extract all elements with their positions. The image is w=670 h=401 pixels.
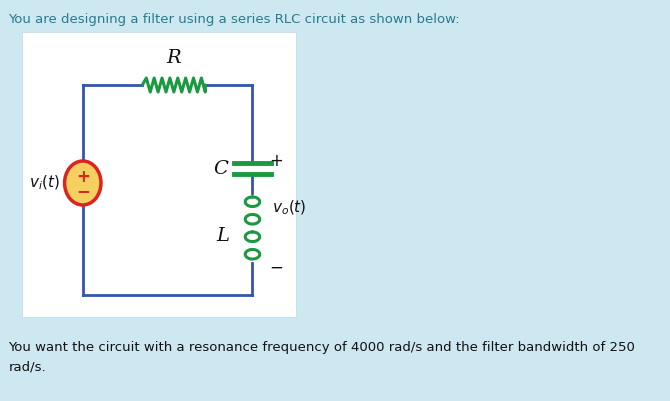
FancyBboxPatch shape bbox=[22, 32, 295, 317]
Text: −: − bbox=[269, 259, 283, 277]
Text: L: L bbox=[216, 227, 229, 245]
Text: $v_o(t)$: $v_o(t)$ bbox=[271, 199, 306, 217]
Text: You are designing a filter using a series RLC circuit as shown below:: You are designing a filter using a serie… bbox=[8, 13, 460, 26]
Circle shape bbox=[64, 161, 101, 205]
Text: −: − bbox=[76, 182, 90, 200]
Text: +: + bbox=[269, 152, 283, 170]
Text: C: C bbox=[213, 160, 228, 178]
Text: $v_i(t)$: $v_i(t)$ bbox=[29, 174, 60, 192]
Text: You want the circuit with a resonance frequency of 4000 rad/s and the filter ban: You want the circuit with a resonance fr… bbox=[8, 341, 635, 373]
Text: R: R bbox=[167, 49, 181, 67]
Text: +: + bbox=[76, 168, 90, 186]
